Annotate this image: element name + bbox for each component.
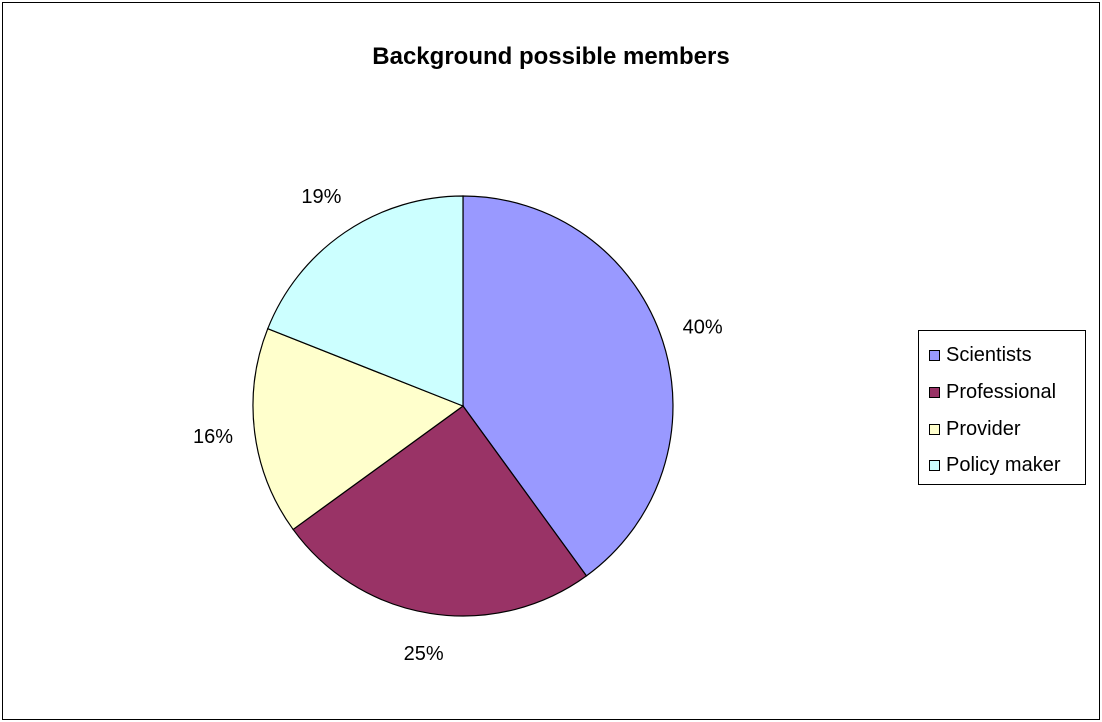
pie-slice-professional	[292, 405, 588, 617]
data-label-scientists: 40%	[683, 316, 723, 338]
legend-label-policy-maker: Policy maker	[946, 453, 1061, 476]
legend-label-scientists: Scientists	[946, 343, 1032, 366]
legend: Scientists Professional Provider Policy …	[918, 330, 1086, 485]
legend-swatch-policy-maker	[929, 459, 940, 471]
legend-swatch-scientists	[929, 349, 940, 361]
legend-swatch-professional	[929, 386, 940, 398]
legend-item-policy-maker: Policy maker	[929, 453, 1060, 477]
pie-slice-scientists	[462, 195, 674, 577]
legend-label-provider: Provider	[946, 417, 1021, 440]
legend-label-professional: Professional	[946, 380, 1057, 403]
legend-item-professional: Professional	[929, 380, 1056, 404]
chart-title: Background possible members	[372, 43, 730, 70]
legend-item-provider: Provider	[929, 417, 1020, 441]
data-label-provider: 16%	[193, 426, 233, 448]
legend-item-scientists: Scientists	[929, 343, 1032, 367]
data-label-policy-maker: 19%	[301, 186, 341, 208]
pie-slice-provider	[252, 327, 465, 531]
pie-slice-policy-maker	[266, 195, 464, 407]
legend-swatch-provider	[929, 423, 940, 435]
data-label-professional: 25%	[404, 643, 444, 665]
